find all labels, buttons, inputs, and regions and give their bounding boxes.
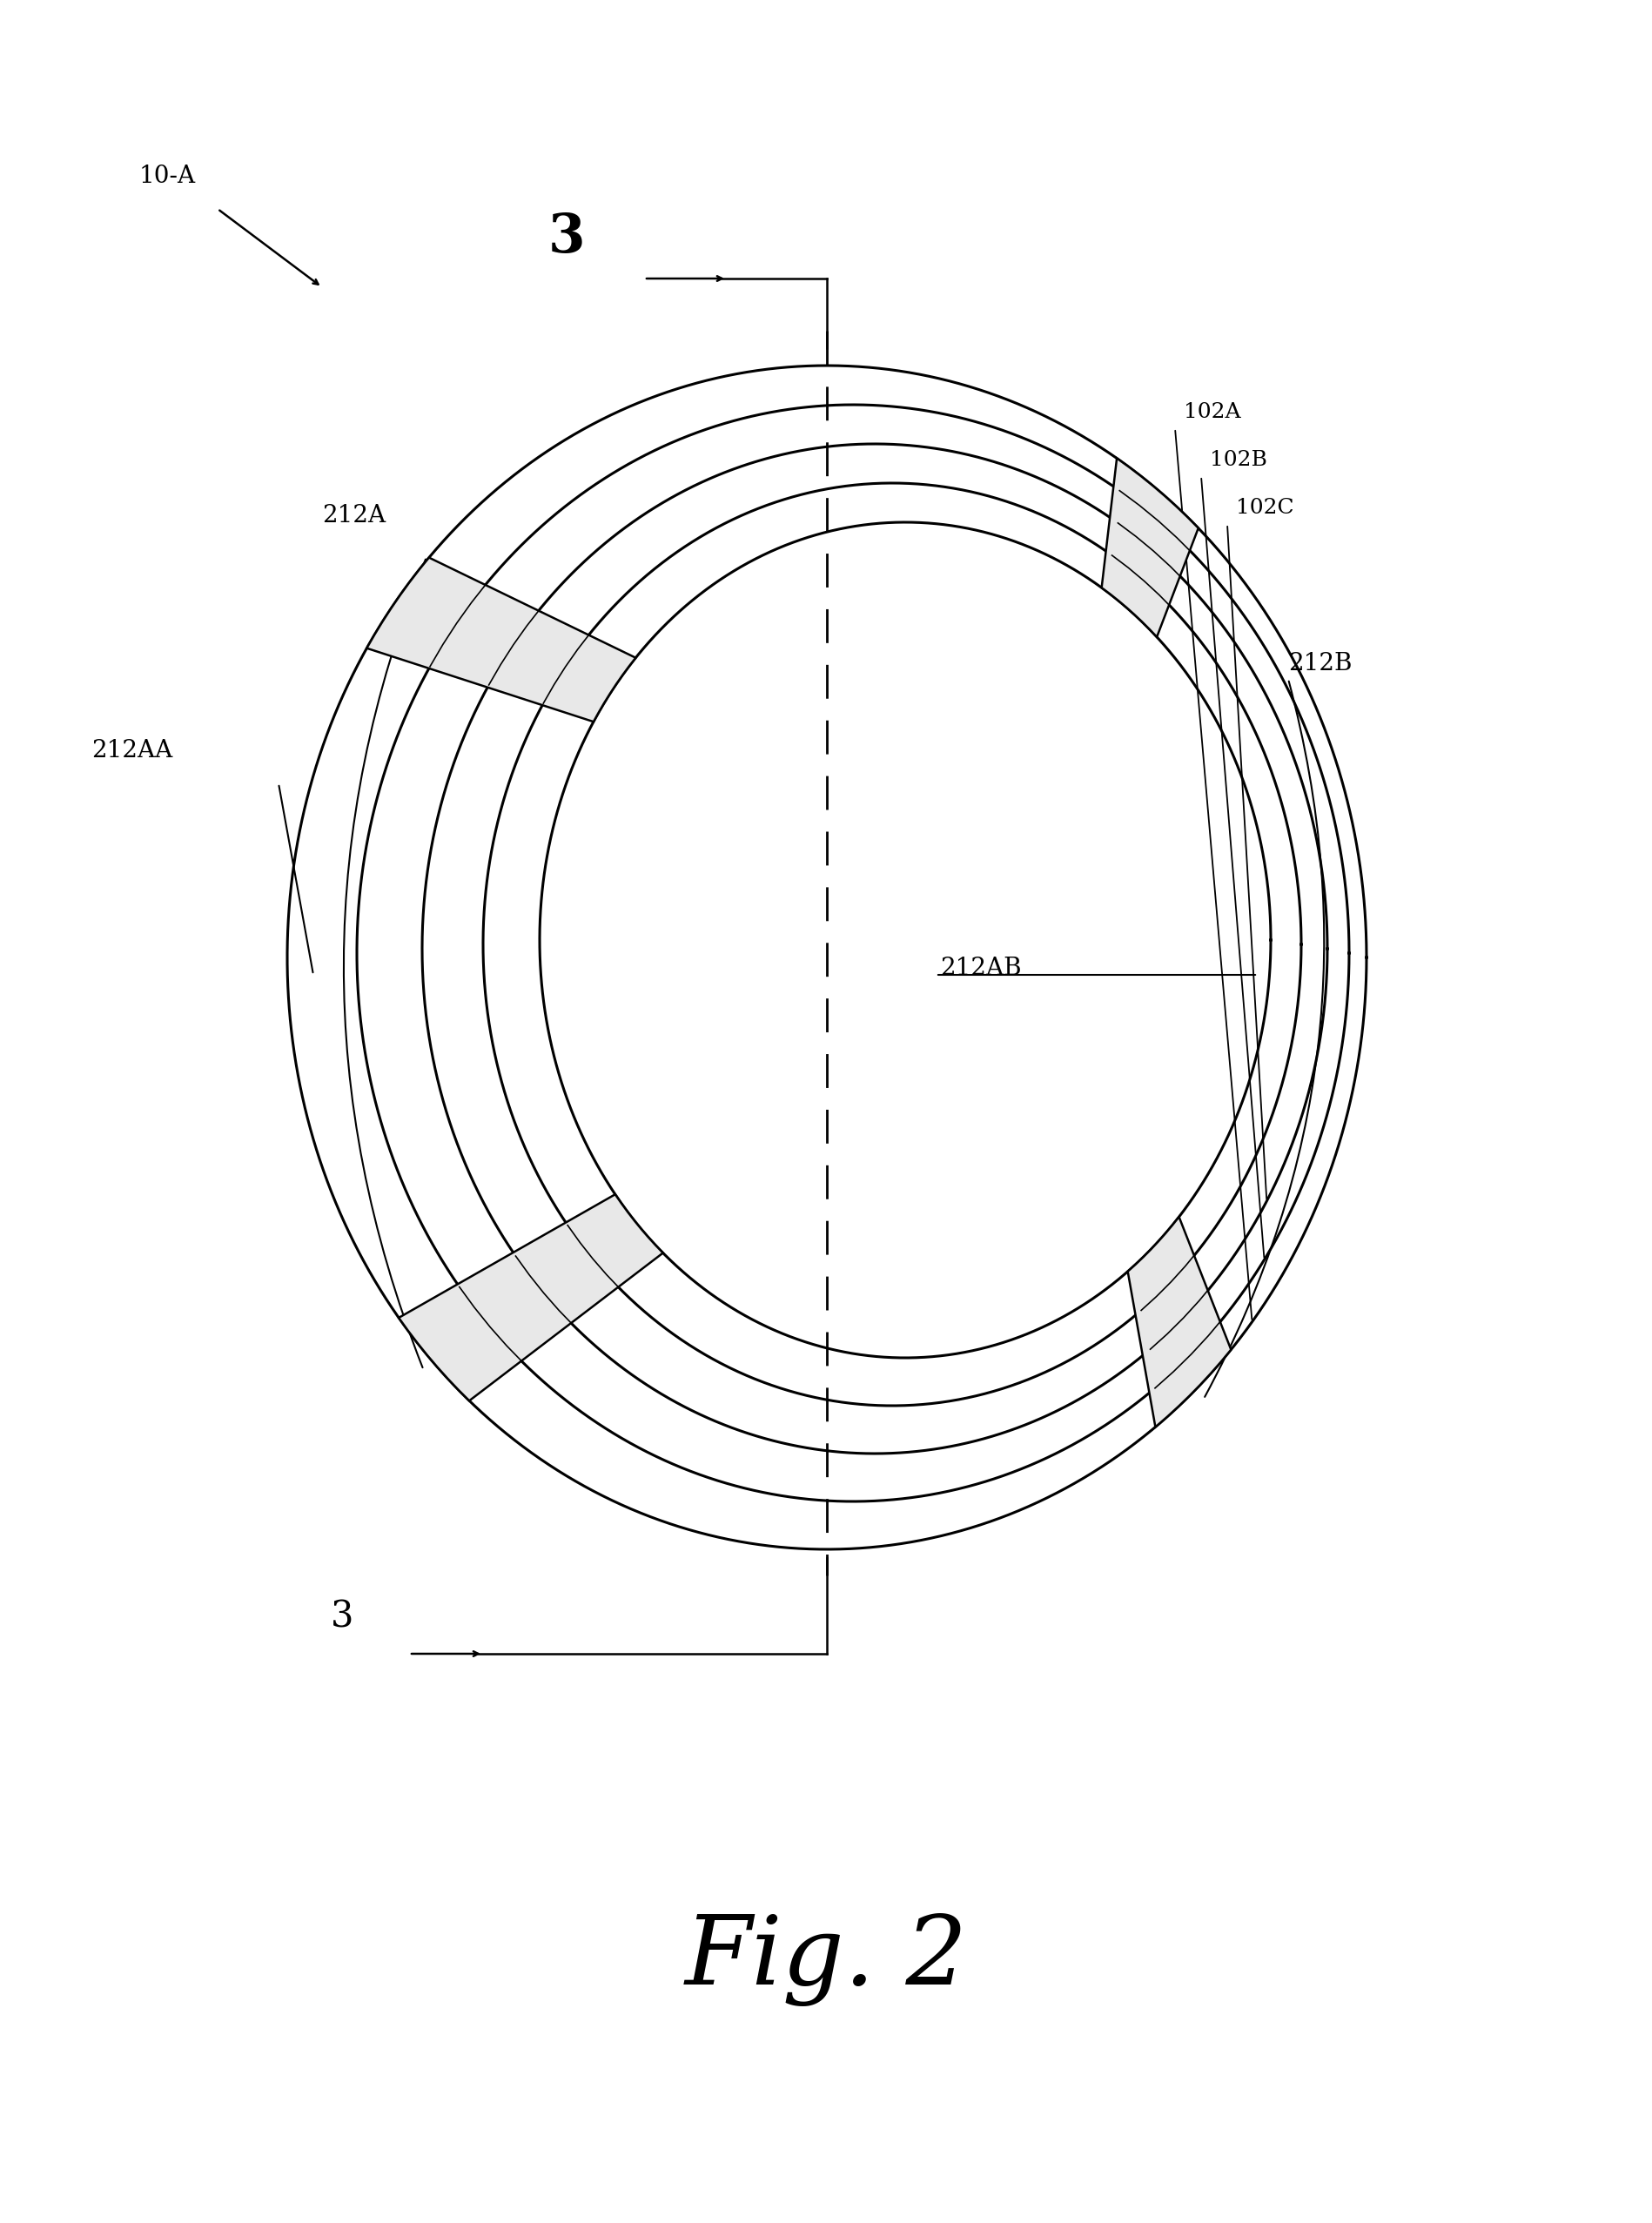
Text: 3: 3 xyxy=(330,1598,354,1636)
Polygon shape xyxy=(398,1194,662,1400)
Text: 3: 3 xyxy=(548,211,585,265)
Text: 212AA: 212AA xyxy=(91,738,172,762)
Text: Fig. 2: Fig. 2 xyxy=(684,1912,968,2007)
Text: 102A: 102A xyxy=(1184,402,1241,422)
Text: 102B: 102B xyxy=(1209,449,1267,469)
Text: 212A: 212A xyxy=(322,505,385,527)
Text: 10-A: 10-A xyxy=(139,165,197,189)
Text: 212AB: 212AB xyxy=(940,956,1021,980)
Text: 212B: 212B xyxy=(1289,651,1351,676)
Text: 102C: 102C xyxy=(1236,498,1294,518)
Polygon shape xyxy=(1102,458,1198,638)
Polygon shape xyxy=(1128,1216,1231,1427)
Polygon shape xyxy=(367,558,636,722)
